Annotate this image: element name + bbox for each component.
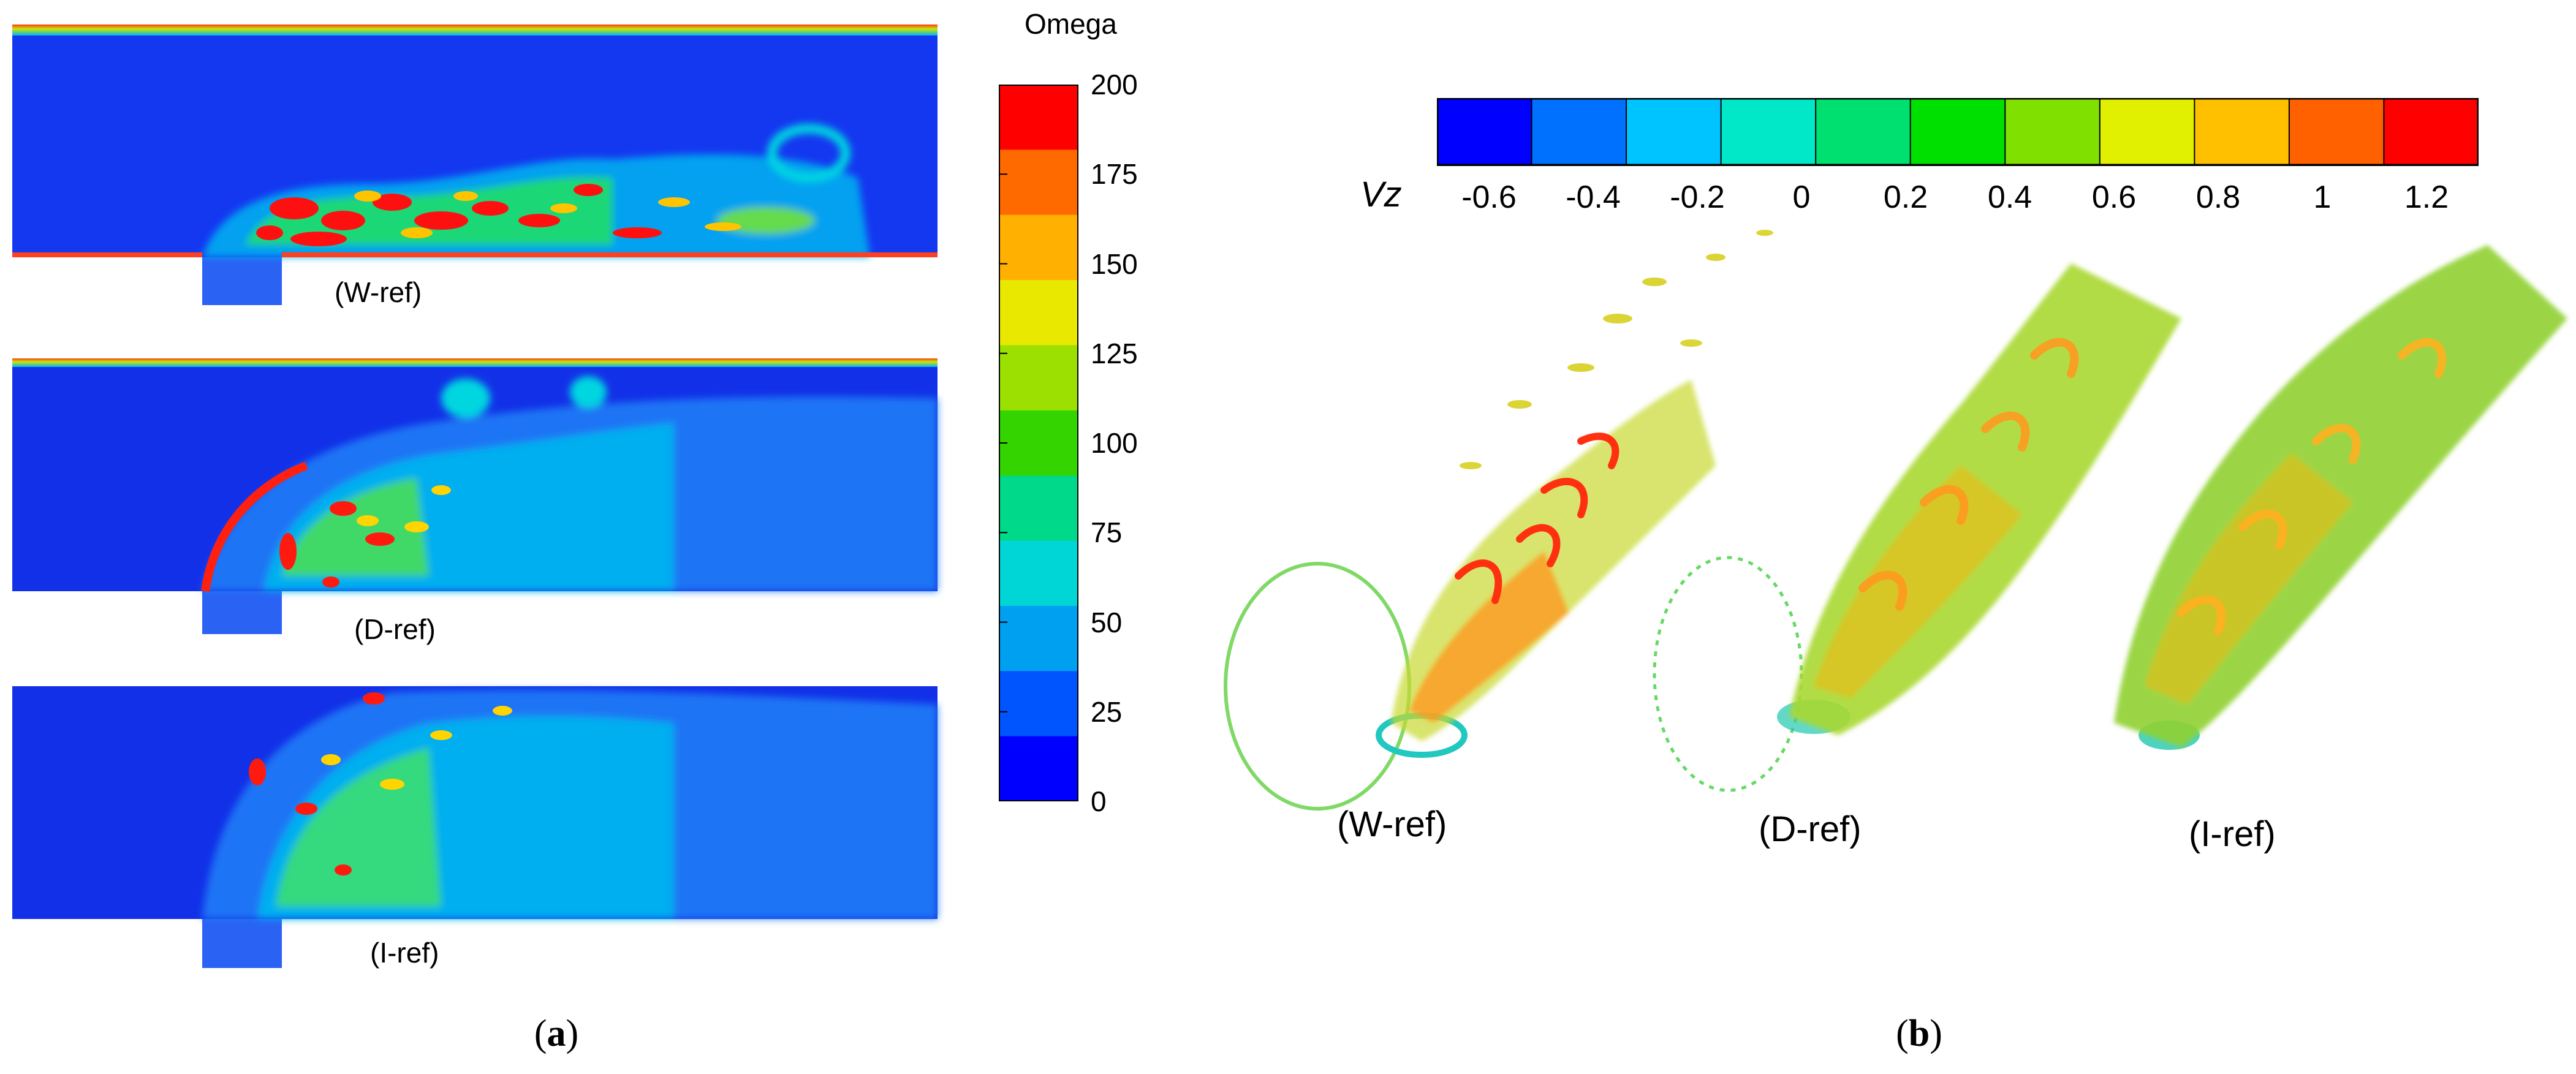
vz-tick-label: 0.6 [2091,180,2137,215]
subfigure-label-a: (a) [534,1013,579,1054]
omega-colorbar-band [999,280,1078,346]
contour-d-ref [12,358,938,634]
vz-tick-label: 1.2 [2404,180,2449,215]
omega-colorbar-band [999,214,1078,281]
contour-w-ref [12,25,938,305]
omega-colorbar-band [999,85,1078,151]
omega-tick-label: 175 [1091,158,1138,191]
omega-tick-label: 50 [1091,606,1123,638]
case-label-b-w-ref: (W-ref) [1337,804,1447,844]
isosurface-i-ref [2114,245,2567,750]
case-label-i-ref: (I-ref) [370,937,439,969]
case-label-d-ref: (D-ref) [354,613,436,645]
panel-b-isosurfaces [1224,230,2567,811]
isosurface-w-ref [1224,230,1773,811]
vz-tick-label: -0.2 [1670,180,1725,215]
subfigure-label-b: (b) [1896,1013,1942,1054]
vz-tick-label: 1 [2313,180,2332,215]
vz-tick-label: 0 [1792,180,1811,215]
vz-colorbar-band [2288,98,2385,166]
vz-tick-label: 0.8 [2195,180,2241,215]
omega-colorbar-band [999,540,1078,607]
vz-colorbar-band [1437,98,1533,166]
vz-colorbar-band [2383,98,2479,166]
isosurface-d-ref [1653,263,2181,792]
vz-colorbar-band [2004,98,2101,166]
omega-colorbar-band [999,345,1078,411]
vz-tick-label: 0.2 [1883,180,1928,215]
omega-colorbar-bar [999,85,1078,801]
omega-tick-label: 75 [1091,516,1123,549]
omega-tick-label: 100 [1091,427,1138,459]
omega-colorbar-band [999,605,1078,672]
vz-tick-label: -0.6 [1461,180,1517,215]
omega-tick-label: 25 [1091,695,1123,728]
case-label-b-i-ref: (I-ref) [2189,814,2276,854]
omega-colorbar-band [999,736,1078,801]
omega-tick-label: 200 [1091,69,1138,100]
omega-colorbar-title: Omega [1025,8,1117,40]
panel-a-contours [12,25,938,968]
contour-i-ref [12,686,938,968]
case-label-w-ref: (W-ref) [335,276,422,308]
omega-colorbar-band [999,671,1078,737]
vz-colorbar-band [2099,98,2196,166]
omega-tick-label: 0 [1091,785,1107,817]
vz-tick-label: 0.4 [1987,180,2032,215]
omega-colorbar-band [999,410,1078,477]
omega-colorbar-band [999,475,1078,542]
vz-colorbar-title: Vz [1360,175,1402,214]
omega-colorbar-band [999,149,1078,216]
omega-tick-label: 150 [1091,248,1138,280]
omega-tick-label: 125 [1091,337,1138,369]
vz-colorbar-bar [1437,98,2479,166]
case-label-b-d-ref: (D-ref) [1759,809,1862,849]
vz-tick-label: -0.4 [1566,180,1621,215]
vz-colorbar-band [1720,98,1817,166]
